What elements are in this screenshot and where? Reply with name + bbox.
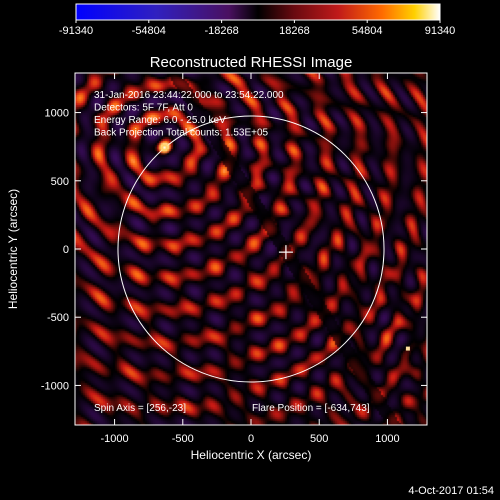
x-tick-label: -500: [172, 433, 194, 445]
y-tick-label: 0: [63, 244, 69, 256]
x-tick-label: 1000: [375, 433, 399, 445]
x-axis-label: Heliocentric X (arcsec): [191, 448, 312, 462]
back-projection-image: [75, 73, 427, 425]
colorbar-tick-label: -91340: [59, 25, 93, 37]
y-tick-label: -500: [47, 312, 69, 324]
secondary-source-marker: [405, 346, 410, 351]
flare-position-label: Flare Position = [-634,743]: [252, 403, 370, 414]
footer-date: 4-Oct-2017 01:54: [408, 485, 494, 497]
colorbar-tick-label: -54804: [132, 25, 166, 37]
colorbar-tick-label: 54804: [352, 25, 383, 37]
x-tick-label: 0: [248, 433, 254, 445]
solar-limb-circle: [117, 115, 385, 383]
colorbar: -91340 -54804 -18268 18268 54804 91340: [59, 3, 455, 37]
x-tick-label: -1000: [100, 433, 128, 445]
annotation-detectors: Detectors: 5F 7F, Att 0: [94, 103, 193, 114]
y-axis: -1000 -500 0 500 1000: [41, 108, 427, 392]
colorbar-ticks: -91340 -54804 -18268 18268 54804 91340: [59, 20, 455, 37]
y-axis-label: Heliocentric Y (arcsec): [6, 189, 20, 309]
plot-overlay: [117, 115, 410, 383]
x-tick-label: 500: [310, 433, 328, 445]
y-tick-label: 500: [51, 176, 69, 188]
annotation-time-range: 31-Jan-2016 23:44:22.000 to 23:54:22.000: [94, 90, 284, 101]
y-tick-label: -1000: [41, 380, 69, 392]
colorbar-tick-label: 91340: [425, 25, 456, 37]
annotation-method-counts: Back Projection Total counts: 1.53E+05: [94, 128, 269, 139]
back-projection-raster: [75, 73, 427, 425]
annotation-energy-range: Energy Range: 6.0 - 25.0 keV: [94, 115, 226, 126]
spin-axis-label: Spin Axis = [256,-23]: [94, 403, 186, 414]
colorbar-gradient: [75, 3, 441, 21]
chart-title: Reconstructed RHESSI Image: [150, 54, 353, 71]
observation-annotations: 31-Jan-2016 23:44:22.000 to 23:54:22.000…: [94, 90, 284, 139]
x-axis: -1000 -500 0 500 1000: [100, 73, 400, 445]
colorbar-tick-label: 18268: [279, 25, 310, 37]
colorbar-tick-label: -18268: [204, 25, 238, 37]
flare-source-marker: [157, 140, 172, 155]
y-tick-label: 1000: [45, 108, 69, 120]
